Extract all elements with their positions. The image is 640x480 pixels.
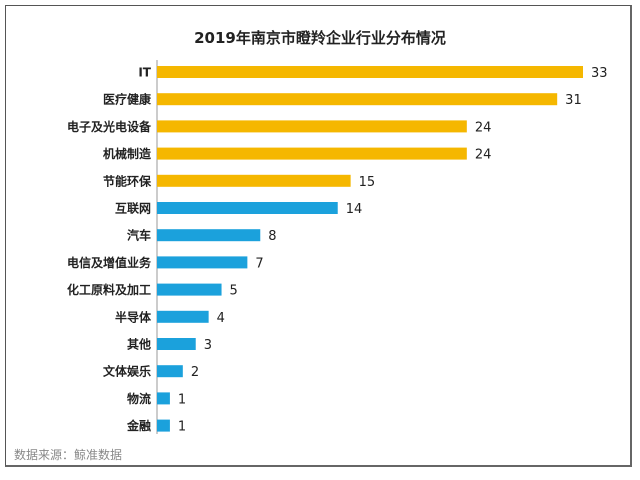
data-label: 3 xyxy=(204,338,212,353)
bar xyxy=(157,310,209,323)
category-label: 物流 xyxy=(127,391,151,406)
chart-frame xyxy=(5,5,632,467)
bar xyxy=(157,147,467,160)
data-label: 15 xyxy=(359,175,376,190)
category-label: IT xyxy=(138,66,151,80)
bar xyxy=(157,66,583,78)
category-label: 半导体 xyxy=(115,309,152,324)
bar xyxy=(157,365,183,378)
bar xyxy=(157,174,351,187)
source-note: 数据来源：鲸准数据 xyxy=(14,448,123,462)
data-label: 5 xyxy=(230,284,238,299)
chart-title: 2019年南京市瞪羚企业行业分布情况 xyxy=(194,29,446,47)
bar xyxy=(157,120,467,133)
data-label: 24 xyxy=(475,148,492,163)
category-label: 电子及光电设备 xyxy=(67,119,152,134)
category-label: 文体娱乐 xyxy=(103,364,151,379)
category-label: 电信及增值业务 xyxy=(67,255,152,270)
data-label: 14 xyxy=(346,202,363,217)
category-label: 汽车 xyxy=(127,228,151,243)
data-label: 33 xyxy=(591,66,608,81)
data-label: 2 xyxy=(191,365,199,380)
data-label: 31 xyxy=(565,93,582,108)
bar xyxy=(157,419,170,432)
data-label: 7 xyxy=(255,256,263,271)
bar xyxy=(157,229,261,242)
bar xyxy=(157,283,222,296)
data-label: 8 xyxy=(268,229,276,244)
category-label: 金融 xyxy=(126,418,151,433)
bar xyxy=(157,392,170,405)
data-label: 4 xyxy=(217,311,225,326)
category-label: 机械制造 xyxy=(103,146,152,161)
category-label: 医疗健康 xyxy=(103,92,152,107)
bar xyxy=(157,338,196,350)
category-label: 节能环保 xyxy=(103,173,152,188)
data-label: 1 xyxy=(178,392,186,407)
data-label: 1 xyxy=(178,420,186,435)
category-label: 互联网 xyxy=(115,202,151,216)
bar xyxy=(157,256,248,269)
category-label: 其他 xyxy=(127,337,151,352)
category-label: 化工原料及加工 xyxy=(67,282,151,297)
bar xyxy=(157,202,338,214)
data-label: 24 xyxy=(475,120,492,135)
bar xyxy=(157,93,558,106)
